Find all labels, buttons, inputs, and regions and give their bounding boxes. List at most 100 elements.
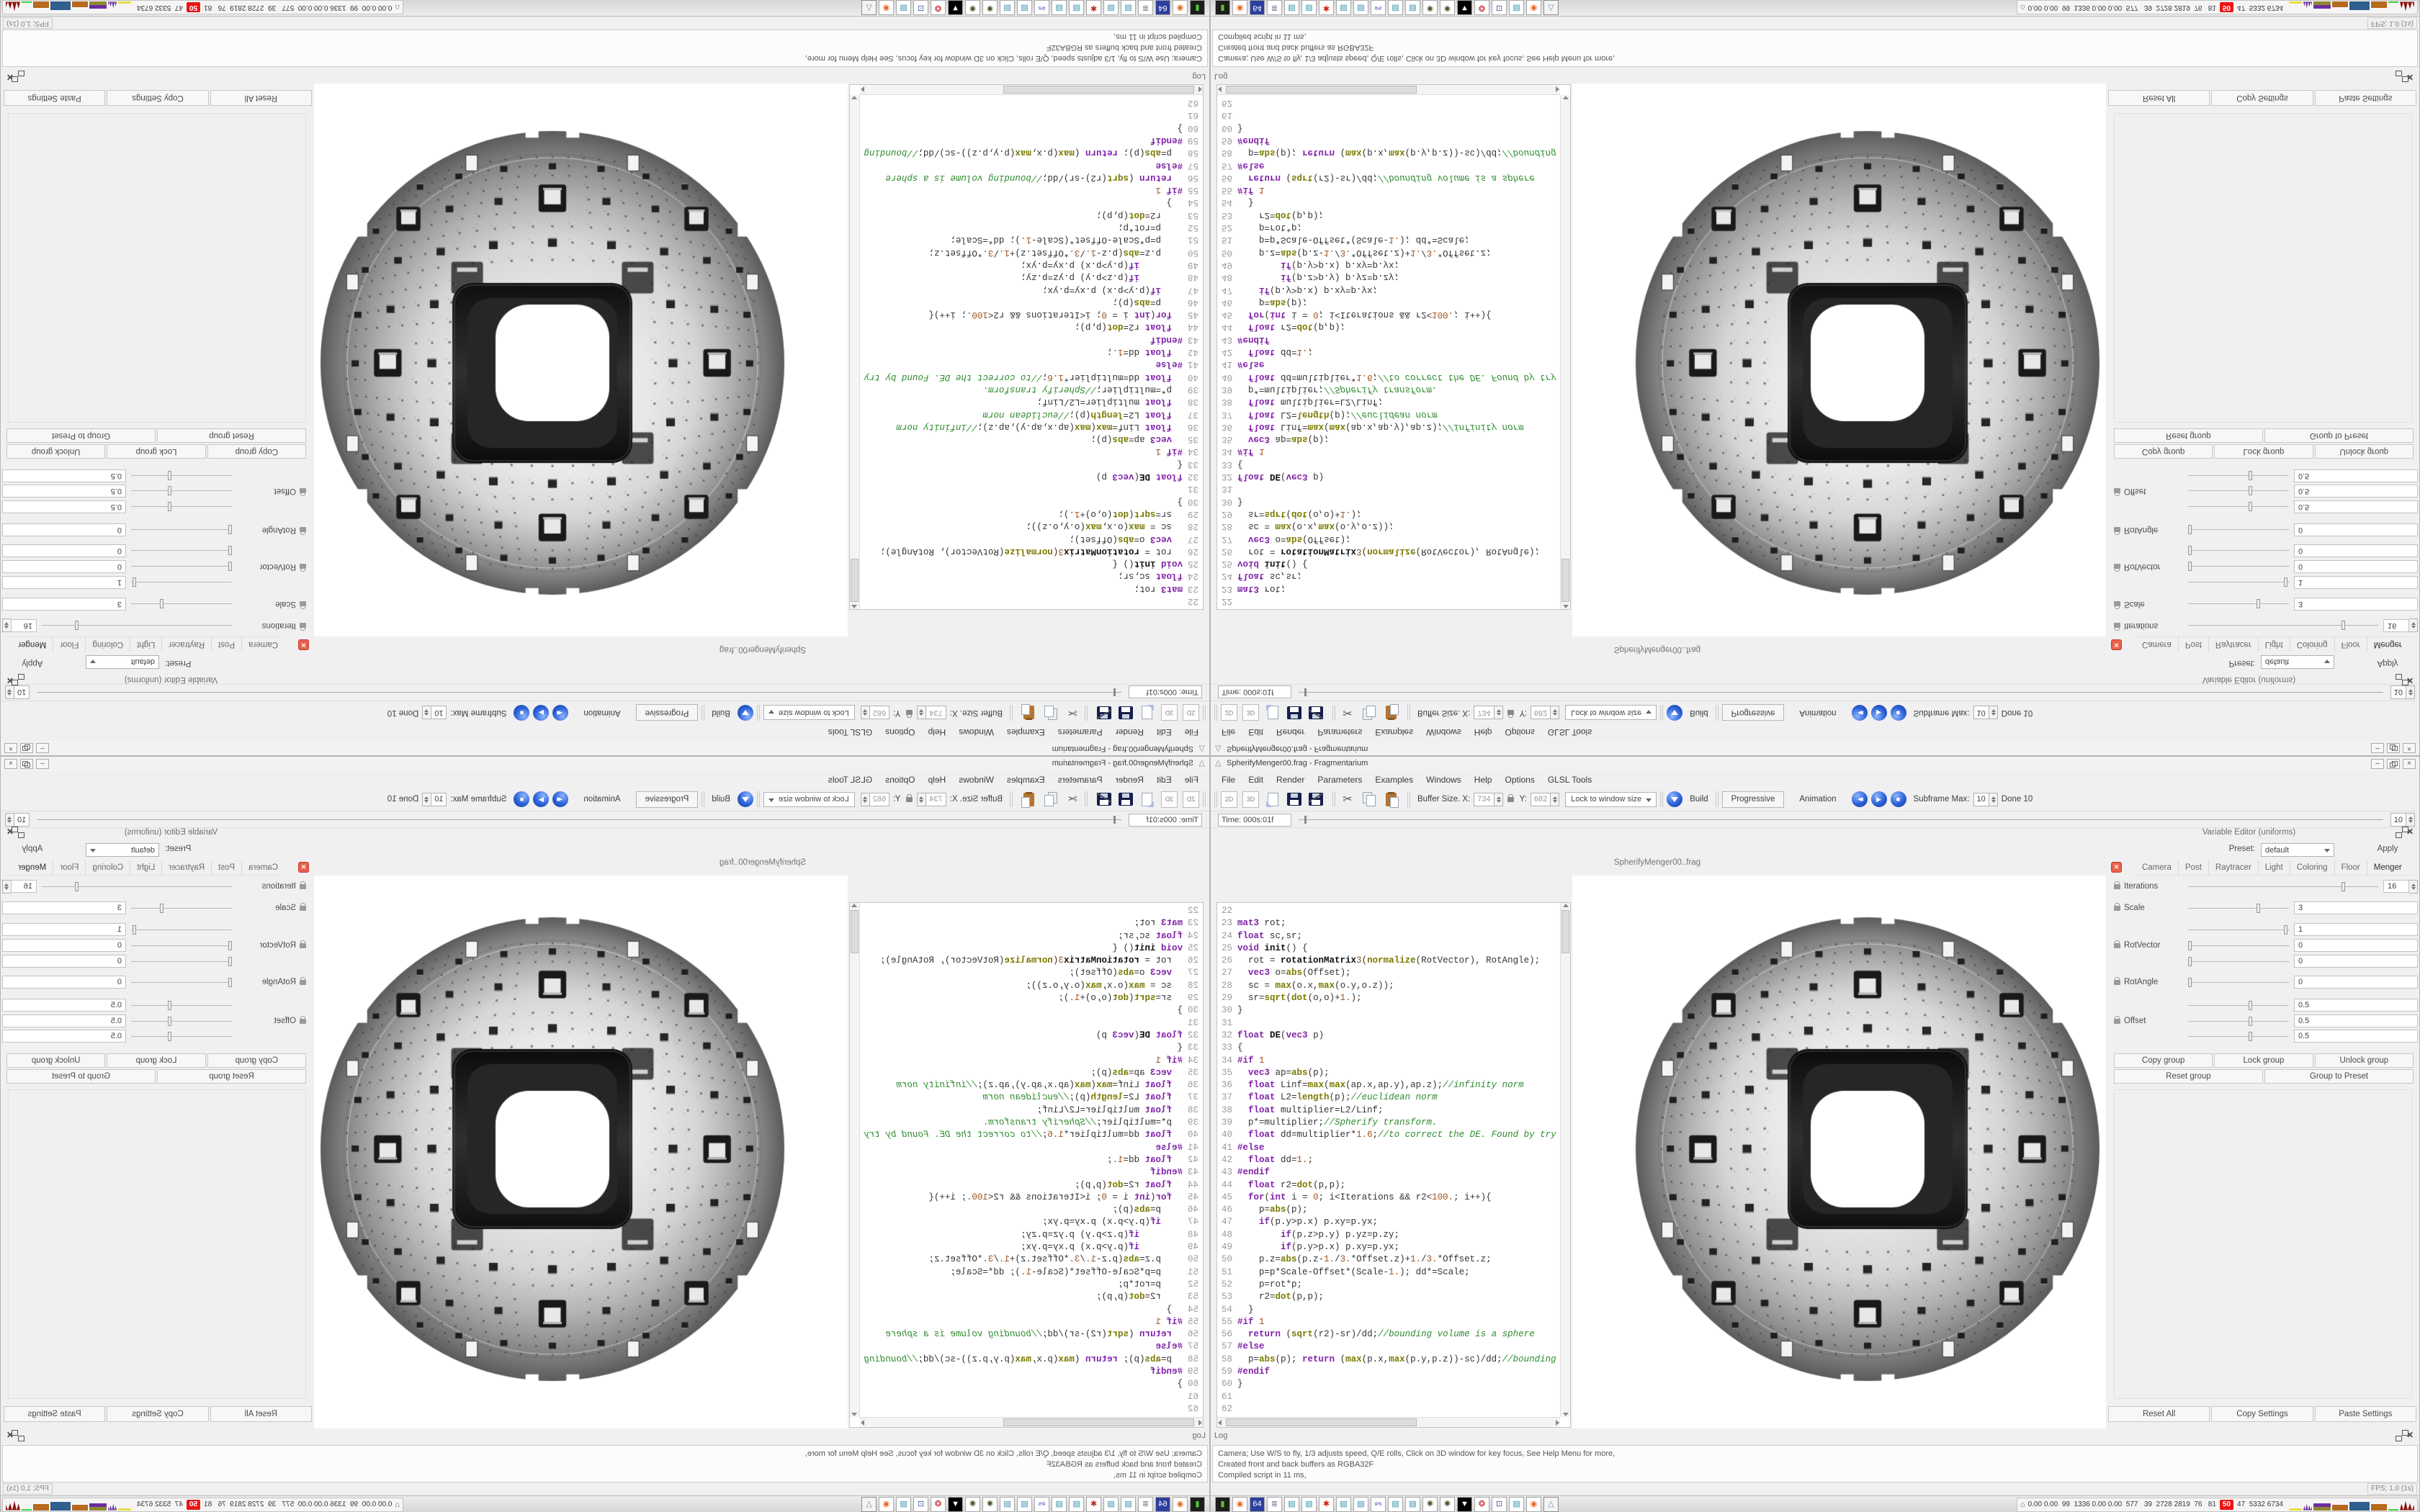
terminal-icon[interactable]: ▮ — [1190, 1497, 1205, 1512]
remote-desktop-icon[interactable]: ⊡ — [1492, 1497, 1507, 1512]
menu-item-edit[interactable]: Edit — [1248, 775, 1264, 785]
build-icon[interactable] — [737, 791, 753, 807]
uniform-value-field[interactable]: 0.5 — [2294, 1030, 2418, 1043]
button-lock-group[interactable]: Lock group — [2214, 444, 2313, 459]
uniform-value-field[interactable]: 16 — [11, 619, 37, 632]
scroll-left-icon[interactable] — [1198, 1420, 1202, 1426]
slider-handle[interactable] — [74, 881, 79, 891]
time-slider-handle[interactable] — [1113, 688, 1116, 696]
menu-item-render[interactable]: Render — [1115, 727, 1144, 737]
tab-light[interactable]: Light — [2259, 860, 2290, 875]
code-text[interactable]: 22 23 mat3 rot; 24 float sc,sr; 25 void init()… — [1217, 96, 1559, 607]
time-value-field[interactable]: 10 — [2390, 813, 2406, 827]
save-button[interactable] — [1286, 791, 1303, 808]
code-vertical-scrollbar[interactable] — [850, 903, 860, 1417]
tab-floor[interactable]: Floor — [2335, 860, 2367, 875]
notepad-icon[interactable]: ▤ — [1000, 1497, 1015, 1512]
menu-item-examples[interactable]: Examples — [1006, 775, 1045, 785]
scroll-icon[interactable]: ≣ — [1267, 1497, 1282, 1512]
button-lock-group[interactable]: Lock group — [2214, 1053, 2313, 1068]
buffer-y-field[interactable]: 682 — [869, 792, 890, 806]
scroll-thumb[interactable] — [1226, 1418, 1417, 1426]
tab-raytracer[interactable]: Raytracer — [2208, 637, 2259, 652]
render-viewport[interactable] — [1572, 84, 2106, 636]
play-button[interactable]: ▶ — [533, 791, 550, 807]
copy-button[interactable] — [1042, 704, 1059, 721]
toolbar-grip[interactable] — [756, 705, 760, 721]
uniform-slider[interactable] — [2187, 977, 2289, 987]
uniform-value-field[interactable]: 0 — [2294, 955, 2418, 968]
subframe-max-field[interactable]: 10 — [1973, 706, 1989, 720]
menu-item-edit[interactable]: Edit — [1156, 775, 1172, 785]
tab-floor[interactable]: Floor — [53, 860, 86, 875]
menu-item-file[interactable]: File — [1184, 727, 1198, 737]
button-reset-group[interactable]: Reset group — [157, 428, 306, 443]
animation-button[interactable]: Animation — [583, 708, 621, 717]
notepad-icon[interactable]: ▤ — [1509, 0, 1524, 15]
uniform-slider[interactable] — [131, 471, 232, 481]
menu-item-help[interactable]: Help — [1474, 775, 1492, 785]
uniform-value-field[interactable]: 1 — [2294, 576, 2418, 589]
uniform-slider[interactable] — [2188, 881, 2378, 891]
tab-raytracer[interactable]: Raytracer — [161, 637, 212, 652]
menu-item-windows[interactable]: Windows — [1426, 727, 1461, 737]
uniform-value-field[interactable]: 16 — [2383, 619, 2409, 632]
button-reset-all[interactable]: Reset All — [210, 1406, 312, 1422]
notepad-icon[interactable]: ▤ — [896, 1497, 911, 1512]
animation-button[interactable]: Animation — [583, 795, 621, 804]
uniform-value-field[interactable]: 0.5 — [2294, 999, 2418, 1012]
rewind-button[interactable]: ◀◀ — [1851, 705, 1868, 721]
copy-button[interactable] — [1361, 704, 1378, 721]
notepad-icon[interactable]: ▤ — [1052, 0, 1067, 15]
scroll-thumb[interactable] — [1003, 86, 1194, 94]
floppy64-icon[interactable]: 64 — [1250, 1497, 1265, 1512]
uniform-slider[interactable] — [42, 881, 232, 891]
close-button[interactable]: ✕ — [2406, 827, 2414, 837]
menu-item-glsl-tools[interactable]: GLSL Tools — [828, 775, 873, 785]
toolbar-grip[interactable] — [1407, 705, 1410, 721]
notepad-icon[interactable]: ▤ — [1284, 1497, 1299, 1512]
uniform-slider[interactable] — [2188, 903, 2289, 913]
uniform-spinner[interactable] — [2409, 879, 2418, 894]
code-vertical-scrollbar[interactable] — [850, 95, 860, 609]
play-button[interactable]: ▶ — [1870, 705, 1887, 721]
button-paste-settings[interactable]: Paste Settings — [2314, 90, 2416, 106]
slider-handle[interactable] — [2248, 502, 2252, 512]
uniform-value-field[interactable]: 0 — [2, 523, 126, 536]
scroll-up-icon[interactable] — [851, 605, 857, 608]
rewind-button[interactable]: ◀◀ — [552, 705, 569, 721]
notepad-icon[interactable]: ▤ — [1121, 1497, 1136, 1512]
uniform-value-field[interactable]: 0 — [2294, 560, 2418, 573]
uniform-value-field[interactable]: 16 — [11, 880, 37, 893]
rewind-button[interactable]: ◀◀ — [1851, 791, 1868, 807]
menu-item-help[interactable]: Help — [1474, 727, 1492, 737]
close-tab-button[interactable]: ✕ — [2111, 862, 2122, 873]
tab-post[interactable]: Post — [211, 860, 242, 875]
time-slider-handle[interactable] — [1113, 816, 1116, 824]
time-spinner[interactable] — [2406, 685, 2415, 699]
terminal-icon[interactable]: ▮ — [1215, 1497, 1230, 1512]
menu-item-glsl-tools[interactable]: GLSL Tools — [1547, 775, 1592, 785]
slider-handle[interactable] — [2187, 977, 2192, 987]
restore-button[interactable] — [2387, 743, 2400, 753]
menu-item-file[interactable]: File — [1222, 727, 1236, 737]
slider-handle[interactable] — [2248, 471, 2252, 481]
mode-3d-button[interactable]: 3D — [1161, 704, 1178, 721]
menu-item-parameters[interactable]: Parameters — [1317, 775, 1363, 785]
rewind-button[interactable]: ◀◀ — [552, 791, 569, 807]
button-group-to-preset[interactable]: Group to Preset — [6, 428, 156, 443]
bw-logo-icon[interactable]: ▼ — [1457, 1497, 1472, 1512]
build-icon[interactable] — [1667, 705, 1683, 721]
uniform-slider[interactable] — [131, 486, 232, 496]
scroll-thumb[interactable] — [1561, 559, 1569, 602]
uniform-value-field[interactable]: 0 — [2, 955, 126, 968]
toolbar-grip[interactable] — [1203, 705, 1206, 721]
uniform-spinner[interactable] — [2409, 618, 2418, 633]
subframe-max-spinner[interactable] — [422, 706, 431, 720]
uniform-slider[interactable] — [131, 546, 233, 556]
stop-button[interactable]: ■ — [514, 791, 530, 807]
menu-item-render[interactable]: Render — [1276, 727, 1305, 737]
render-viewport[interactable] — [1572, 876, 2106, 1428]
uniform-slider[interactable] — [131, 1016, 232, 1026]
toolbar-grip[interactable] — [1660, 791, 1664, 807]
